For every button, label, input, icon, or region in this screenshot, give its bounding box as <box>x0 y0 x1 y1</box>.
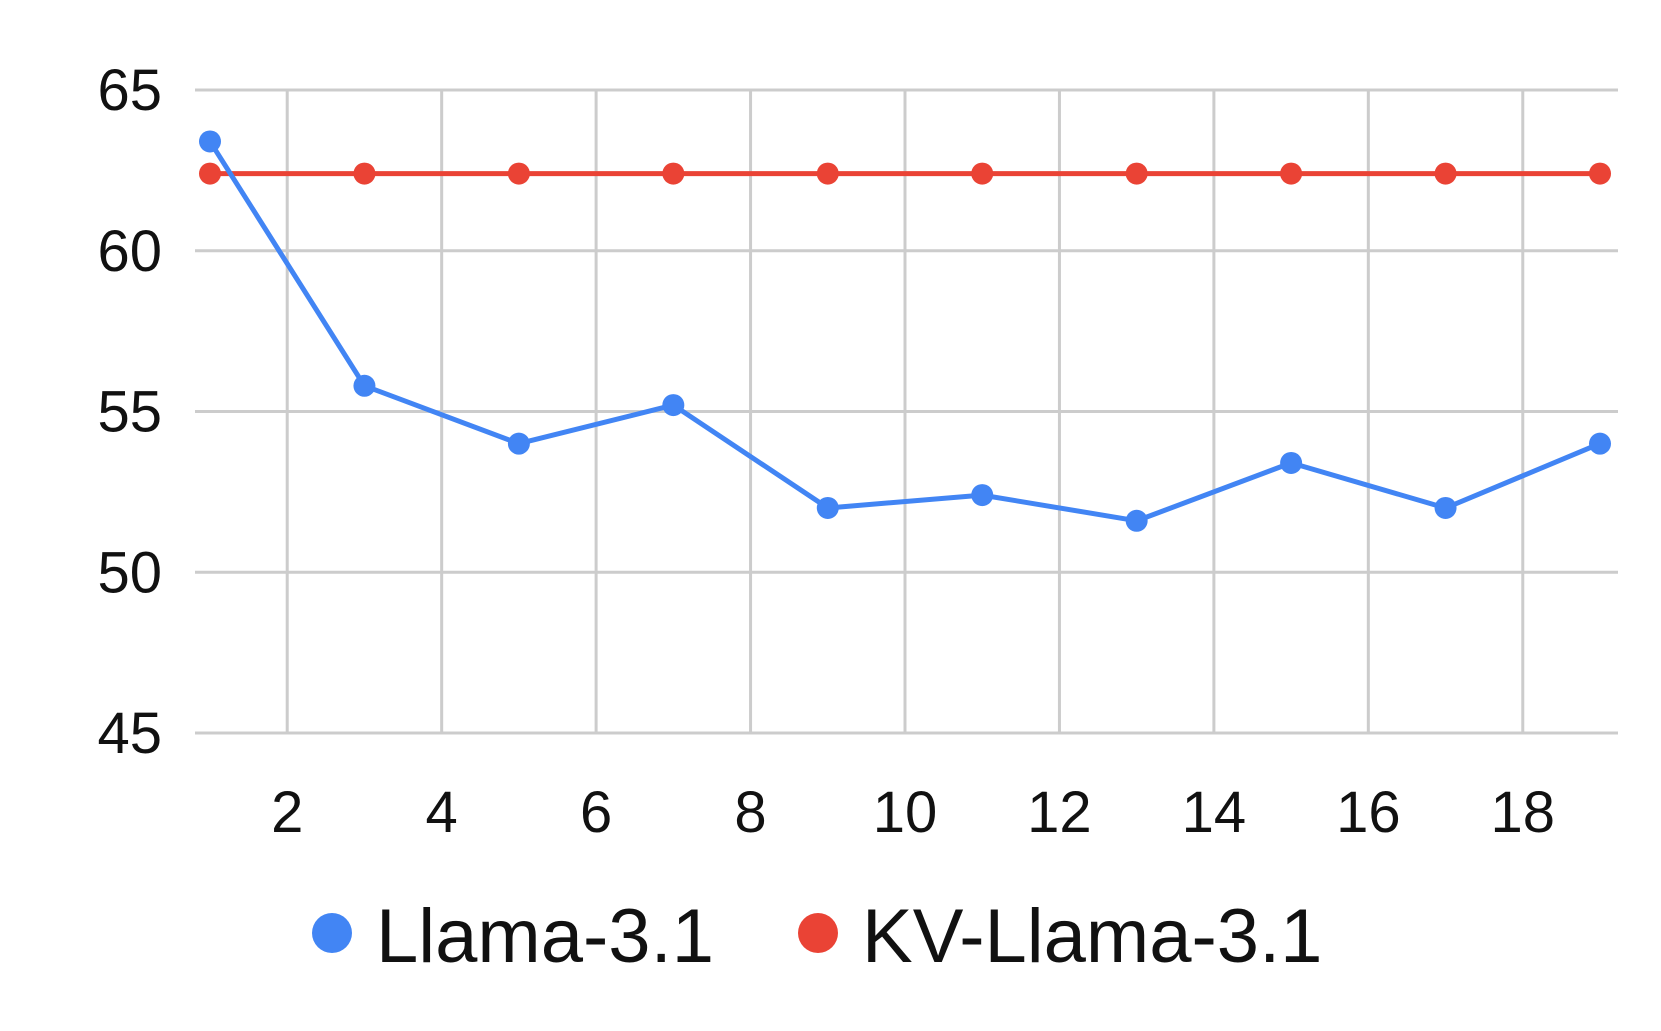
y-tick-label: 45 <box>97 701 162 766</box>
series-line-llama-3-1 <box>207 138 1603 524</box>
data-point <box>971 484 994 507</box>
legend-marker <box>312 913 352 953</box>
x-tick-label: 16 <box>1336 780 1401 845</box>
x-tick-label: 2 <box>271 780 303 845</box>
data-point <box>1125 509 1148 532</box>
y-tick-label: 55 <box>97 380 162 445</box>
data-point <box>1434 162 1457 185</box>
legend-label: KV-Llama-3.1 <box>862 894 1322 979</box>
legend-label: Llama-3.1 <box>376 894 714 979</box>
data-point <box>662 394 685 417</box>
data-point <box>1125 162 1148 185</box>
legend: Llama-3.1 KV-Llama-3.1 <box>312 894 1322 979</box>
data-point <box>971 162 994 185</box>
data-point <box>353 162 376 185</box>
data-point <box>199 162 221 185</box>
data-point <box>816 162 839 185</box>
data-point <box>353 374 376 397</box>
data-point <box>662 162 685 185</box>
x-tick-label: 6 <box>580 780 612 845</box>
y-tick-label: 50 <box>97 540 162 605</box>
legend-marker <box>798 913 838 953</box>
x-axis-ticks: 2 4 6 8 10 12 14 16 18 <box>271 780 1555 845</box>
x-tick-label: 12 <box>1027 780 1092 845</box>
data-point <box>1589 432 1611 455</box>
grid <box>195 88 1618 735</box>
x-tick-label: 10 <box>873 780 938 845</box>
data-point <box>1280 451 1303 474</box>
series <box>199 130 1611 532</box>
x-tick-label: 14 <box>1182 780 1247 845</box>
data-point <box>1434 496 1457 519</box>
y-axis-ticks: 45 50 55 60 65 <box>97 58 162 766</box>
data-point <box>1589 162 1611 185</box>
x-tick-label: 8 <box>734 780 766 845</box>
data-point <box>1280 162 1303 185</box>
x-tick-label: 18 <box>1491 780 1556 845</box>
data-point <box>507 162 530 185</box>
data-point <box>507 432 530 455</box>
y-tick-label: 65 <box>97 58 162 123</box>
y-tick-label: 60 <box>97 219 162 284</box>
data-point <box>199 130 221 153</box>
x-tick-label: 4 <box>426 780 458 845</box>
data-point <box>816 496 839 519</box>
